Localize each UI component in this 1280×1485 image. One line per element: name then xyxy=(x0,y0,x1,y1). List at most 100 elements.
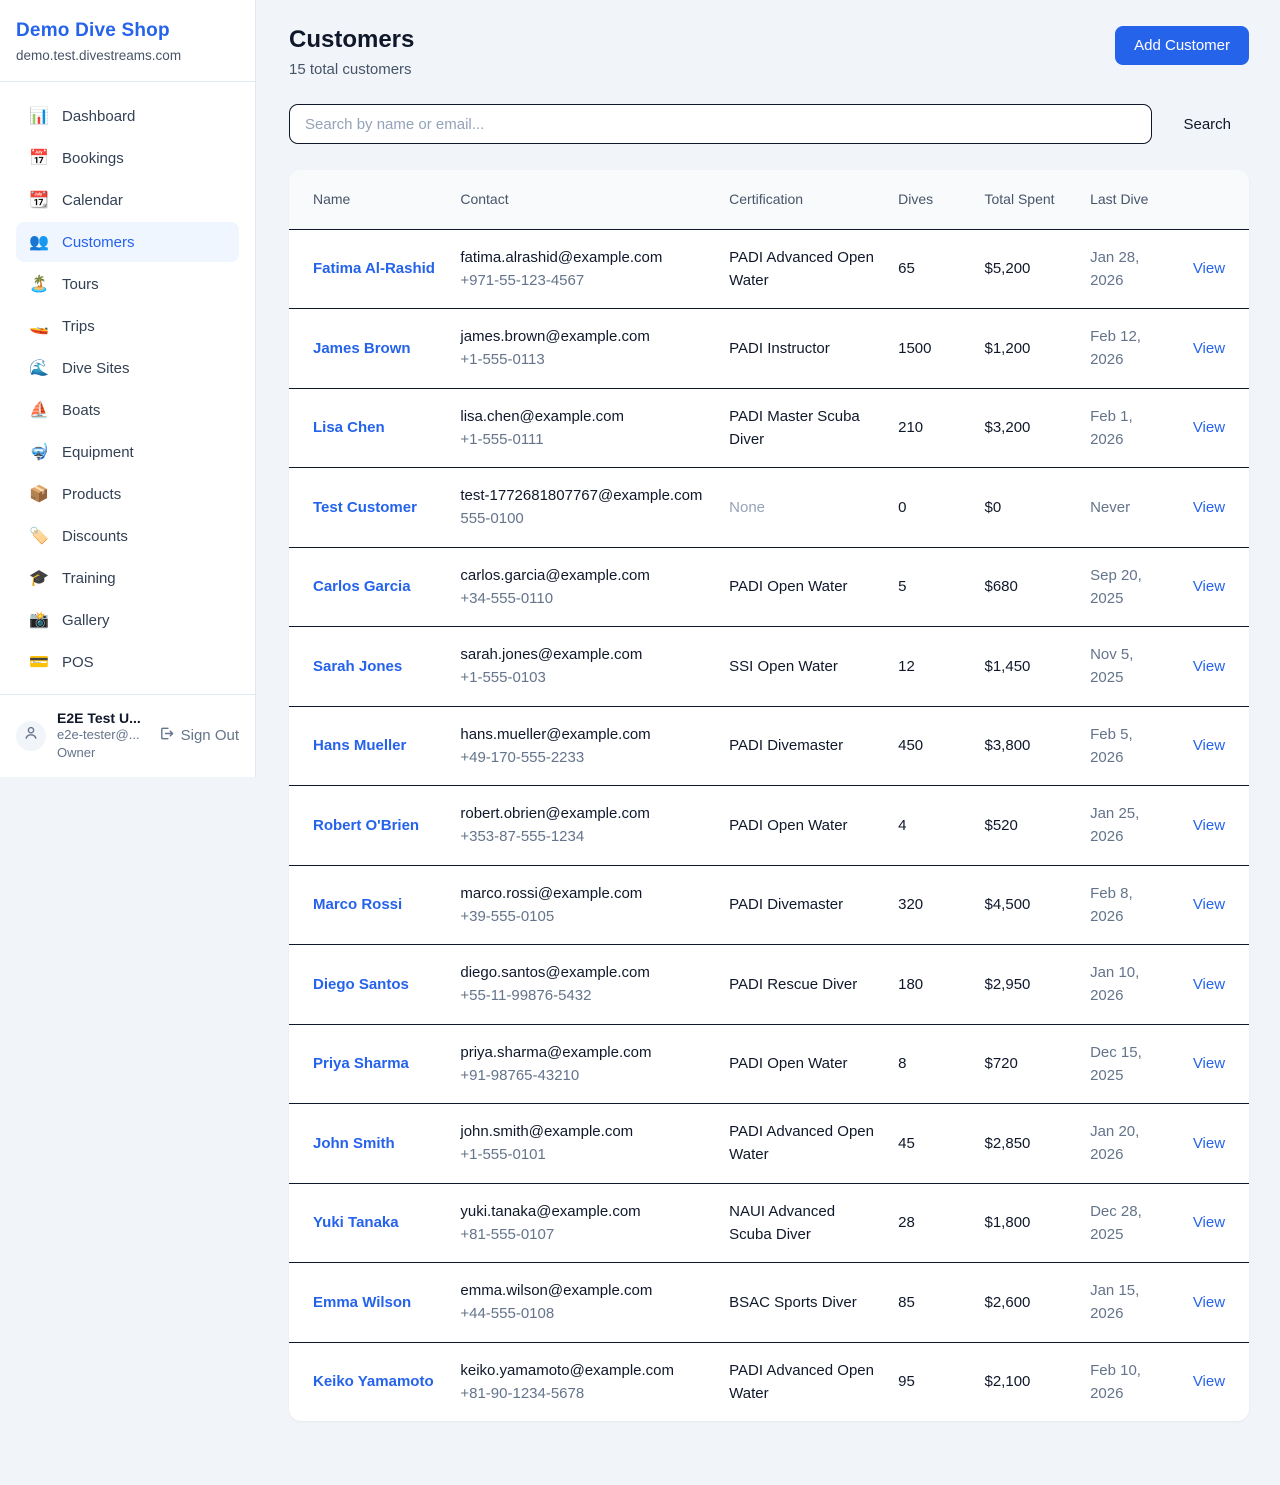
sidebar-item-calendar[interactable]: 📆 Calendar xyxy=(29,191,123,210)
customer-certification: PADI Open Water xyxy=(729,578,848,596)
customer-name-link[interactable]: Diego Santos xyxy=(313,975,409,993)
add-customer-button[interactable]: Add Customer xyxy=(1115,26,1249,65)
customer-certification: PADI Open Water xyxy=(729,1055,848,1073)
view-customer-link[interactable]: View xyxy=(1192,657,1226,675)
customer-dives: 85 xyxy=(898,1293,915,1311)
sidebar-item-equipment[interactable]: 🤿 Equipment xyxy=(29,443,134,462)
view-customer-link[interactable]: View xyxy=(1192,260,1226,278)
sidebar-item-discounts[interactable]: 🏷️ Discounts xyxy=(29,527,128,546)
customer-phone: 555-0100 xyxy=(460,510,524,528)
table-header: Name Contact Certification Dives Total Spent… xyxy=(289,170,1249,230)
search-input[interactable] xyxy=(289,104,1153,144)
customer-name-link[interactable]: Yuki Tanaka xyxy=(313,1214,399,1232)
customer-dives: 450 xyxy=(898,737,924,755)
view-customer-link[interactable]: View xyxy=(1192,1134,1226,1152)
sidebar-item-products[interactable]: 📦 Products xyxy=(29,485,122,504)
sidebar-item-gallery[interactable]: 📸 Gallery xyxy=(29,611,110,630)
view-customer-link[interactable]: View xyxy=(1192,1055,1226,1073)
view-customer-link[interactable]: View xyxy=(1192,896,1226,914)
customer-name-link[interactable]: Lisa Chen xyxy=(313,419,385,437)
customer-certification: BSAC Sports Diver xyxy=(729,1293,857,1311)
sidebar-item-tours[interactable]: 🏝️ Tours xyxy=(29,275,99,294)
shop-title: Demo Dive Shop xyxy=(16,20,170,41)
customer-name-link[interactable]: Priya Sharma xyxy=(313,1055,409,1073)
customer-dives: 210 xyxy=(898,419,924,437)
customer-total-spent: $1,800 xyxy=(984,1214,1031,1232)
sidebar-nav: 📊 Dashboard 📅 Bookings 📆 Calendar 👥 Cust… xyxy=(0,82,255,694)
customer-email: priya.sharma@example.com xyxy=(460,1043,652,1061)
view-customer-link[interactable]: View xyxy=(1192,737,1226,755)
sign-out-button[interactable]: Sign Out xyxy=(159,726,239,745)
customer-total-spent: $5,200 xyxy=(984,260,1031,278)
table-row: John Smith john.smith@example.com +1-555… xyxy=(289,1103,1249,1183)
customer-name-link[interactable]: Marco Rossi xyxy=(313,896,403,914)
customer-email: robert.obrien@example.com xyxy=(460,805,650,822)
bookings-icon: 📅 xyxy=(29,150,49,167)
customer-dives: 28 xyxy=(898,1214,915,1232)
sidebar-item-pos[interactable]: 💳 POS xyxy=(29,653,94,672)
app-layout: Demo Dive Shop demo.test.divestreams.com… xyxy=(0,0,1249,1421)
sign-out-label: Sign Out xyxy=(180,727,239,745)
customer-certification: SSI Open Water xyxy=(729,657,838,675)
calendar-icon: 📆 xyxy=(29,192,49,209)
customer-name-link[interactable]: Emma Wilson xyxy=(313,1293,412,1311)
sidebar-brand[interactable]: Demo Dive Shop demo.test.divestreams.com xyxy=(0,0,255,82)
view-customer-link[interactable]: View xyxy=(1192,975,1226,993)
customer-last-dive: Feb 10, 2026 xyxy=(1090,1361,1141,1402)
customer-email: lisa.chen@example.com xyxy=(460,407,624,425)
customer-phone: +1-555-0103 xyxy=(460,669,546,687)
customers-table-card: Name Contact Certification Dives Total Spent… xyxy=(289,170,1249,1421)
customer-certification: None xyxy=(729,498,766,516)
customer-name-link[interactable]: Carlos Garcia xyxy=(313,578,411,596)
customer-name-link[interactable]: Fatima Al-Rashid xyxy=(313,260,435,278)
customer-certification: PADI Advanced Open Water xyxy=(729,248,874,289)
column-header-contact: Contact xyxy=(448,170,718,230)
customer-name-link[interactable]: Keiko Yamamoto xyxy=(313,1373,434,1391)
column-header-name: Name xyxy=(289,170,449,230)
customer-total-spent: $520 xyxy=(984,816,1018,834)
customer-dives: 0 xyxy=(898,498,907,516)
customer-name-link[interactable]: Sarah Jones xyxy=(313,657,403,675)
customer-last-dive: Dec 15, 2025 xyxy=(1090,1043,1142,1084)
view-customer-link[interactable]: View xyxy=(1192,498,1226,516)
customer-last-dive: Feb 12, 2026 xyxy=(1090,328,1141,369)
table-row: Carlos Garcia carlos.garcia@example.com … xyxy=(289,546,1249,627)
customer-phone: +81-90-1234-5678 xyxy=(460,1384,585,1402)
search-button[interactable]: Search xyxy=(1179,110,1235,139)
customer-total-spent: $1,450 xyxy=(984,657,1031,675)
customer-dives: 65 xyxy=(898,260,915,278)
view-customer-link[interactable]: View xyxy=(1192,578,1226,596)
customer-name-link[interactable]: Robert O'Brien xyxy=(313,816,420,834)
customer-dives: 4 xyxy=(898,816,907,834)
sidebar-item-dive-sites[interactable]: 🌊 Dive Sites xyxy=(29,359,130,378)
sidebar-item-dashboard[interactable]: 📊 Dashboard xyxy=(29,107,136,126)
view-customer-link[interactable]: View xyxy=(1192,419,1226,437)
page-title: Customers xyxy=(289,26,415,53)
customer-dives: 5 xyxy=(898,578,907,596)
table-row: Fatima Al-Rashid fatima.alrashid@example… xyxy=(289,229,1249,309)
customer-last-dive: Dec 28, 2025 xyxy=(1090,1202,1142,1243)
sidebar-item-training[interactable]: 🎓 Training xyxy=(29,569,116,588)
customer-name-link[interactable]: James Brown xyxy=(313,339,411,357)
customer-name-link[interactable]: Hans Mueller xyxy=(313,737,407,755)
table-row: James Brown james.brown@example.com +1-5… xyxy=(289,308,1249,388)
customer-count: 15 total customers xyxy=(289,61,412,78)
view-customer-link[interactable]: View xyxy=(1192,1293,1226,1311)
training-icon: 🎓 xyxy=(29,570,49,587)
page-header-text: Customers 15 total customers xyxy=(289,26,414,78)
sidebar-item-trips[interactable]: 🚤 Trips xyxy=(29,317,95,336)
sidebar-item-bookings[interactable]: 📅 Bookings xyxy=(29,149,124,168)
view-customer-link[interactable]: View xyxy=(1192,339,1226,357)
customer-email: yuki.tanaka@example.com xyxy=(460,1202,641,1220)
view-customer-link[interactable]: View xyxy=(1192,1214,1226,1232)
customer-name-link[interactable]: Test Customer xyxy=(313,498,417,516)
sidebar-item-boats[interactable]: ⛵ Boats xyxy=(29,401,101,420)
pos-icon: 💳 xyxy=(29,654,49,671)
view-customer-link[interactable]: View xyxy=(1192,1373,1226,1391)
view-customer-link[interactable]: View xyxy=(1192,816,1226,834)
sidebar-item-customers[interactable]: 👥 Customers xyxy=(16,222,239,262)
tours-icon: 🏝️ xyxy=(29,276,49,293)
table-row: Marco Rossi marco.rossi@example.com +39-… xyxy=(289,864,1249,945)
table-row: Yuki Tanaka yuki.tanaka@example.com +81-… xyxy=(289,1182,1249,1263)
customer-name-link[interactable]: John Smith xyxy=(313,1134,395,1152)
